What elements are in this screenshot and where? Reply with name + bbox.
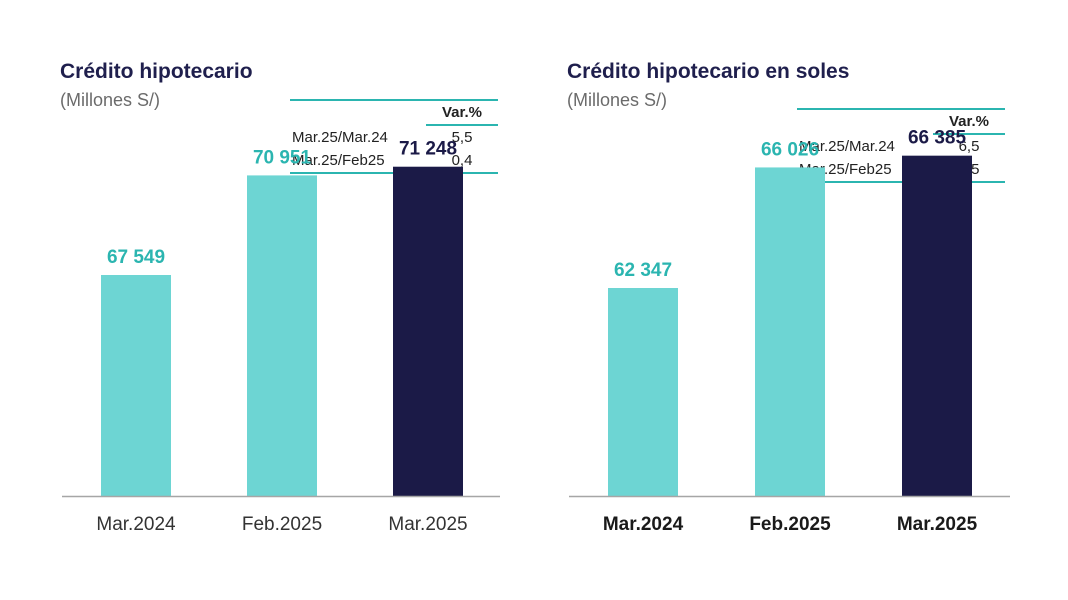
chart-subtitle: (Millones S/) [567, 90, 668, 110]
bar-feb-2025 [247, 175, 317, 496]
x-tick-label: Feb.2025 [242, 514, 322, 535]
variation-header: Var.% [426, 100, 498, 126]
variation-label: Mar.25/Mar.24 [799, 137, 895, 155]
variation-label: Mar.25/Feb25 [292, 152, 385, 169]
data-label: 66 026 [761, 139, 819, 160]
data-label: 67 549 [107, 247, 165, 268]
variation-row: Mar.25/Mar.24 5,5 [290, 125, 498, 149]
variation-label: Mar.25/Mar.24 [292, 128, 388, 146]
variation-value: 6,5 [958, 138, 980, 155]
variation-value: 0,4 [451, 152, 473, 169]
variation-row: Mar.25/Mar.24 6,5 [797, 134, 1005, 158]
bar-mar-2025 [902, 155, 972, 496]
chart-subtitle: (Millones S/) [60, 90, 161, 110]
bar-chart: 67 549 Mar.2024 70 951 Feb.2025 71 248 Mar.20… [62, 139, 500, 535]
chart-panel-mortgage-credit: Crédito hipotecario (Millones S/) Var.% … [60, 60, 500, 535]
x-tick-label: Mar.2025 [388, 514, 467, 535]
chart-panel-mortgage-credit-soles: Crédito hipotecario en soles (Millones S… [534, 0, 1068, 600]
variation-table: Var.% Mar.25/Mar.24 5,5 Mar.25/Feb25 0,4 [290, 99, 498, 174]
chart-title: Crédito hipotecario en soles [567, 60, 850, 83]
chart-title: Crédito hipotecario [60, 60, 253, 83]
variation-header-row: Var.% [290, 100, 498, 126]
x-tick-label: Mar.2024 [96, 514, 176, 535]
bar-mar-2024 [608, 288, 678, 496]
variation-value: 5,5 [451, 129, 473, 146]
variation-header: Var.% [933, 109, 1005, 135]
data-label: 62 347 [614, 260, 672, 281]
data-label: 70 951 [253, 147, 312, 168]
variation-header-row: Var.% [797, 109, 1005, 135]
x-tick-label: Mar.2024 [603, 514, 684, 535]
data-label: 71 248 [399, 139, 457, 160]
data-label: 66 385 [908, 128, 967, 149]
bar-mar-2025 [393, 166, 463, 496]
x-tick-label: Feb.2025 [749, 514, 831, 535]
bar-mar-2024 [101, 275, 171, 496]
bar-feb-2025 [755, 167, 825, 496]
x-tick-label: Mar.2025 [897, 514, 978, 535]
bar-chart: 62 347 Mar.2024 66 026 Feb.2025 66 385 Mar.20… [569, 128, 1010, 535]
